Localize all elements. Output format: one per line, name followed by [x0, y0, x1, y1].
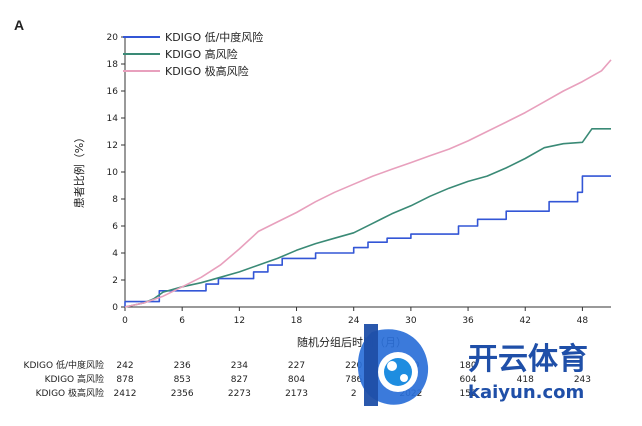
- risk-cell: 878: [116, 375, 133, 385]
- series-group: [124, 59, 612, 308]
- risk-cell: 236: [174, 361, 191, 371]
- watermark-cn: 开云体育: [468, 342, 588, 377]
- legend: KDIGO 低/中度风险 KDIGO 高风险 KDIGO 极高风险: [123, 30, 263, 78]
- series-line-1: [124, 175, 611, 307]
- risk-cell: 827: [231, 375, 248, 385]
- y-tick-label: 4: [112, 249, 118, 259]
- series-line-3: [124, 59, 612, 308]
- risk-cell: 2412: [114, 389, 137, 399]
- risk-cell: 786: [345, 375, 362, 385]
- watermark: 开云体育 kaiyun.com: [357, 324, 588, 406]
- x-tick-label: 0: [122, 316, 128, 326]
- risk-cell: 243: [574, 375, 591, 385]
- y-tick-label: 0: [112, 303, 118, 313]
- y-tick-label: 8: [112, 195, 118, 205]
- risk-row-label: KDIGO 极高风险: [36, 387, 104, 399]
- panel-label: A: [14, 17, 24, 33]
- risk-cell: 418: [517, 375, 534, 385]
- risk-cell: 180: [459, 361, 476, 371]
- y-tick-label: 12: [107, 141, 118, 151]
- risk-cell: 804: [288, 375, 305, 385]
- y-tick-label: 16: [107, 87, 119, 97]
- y-tick-label: 2: [112, 276, 118, 286]
- legend-label-1: KDIGO 低/中度风险: [165, 30, 263, 44]
- x-tick-label: 48: [577, 316, 589, 326]
- y-tick-label: 20: [107, 33, 119, 43]
- risk-cell: 2: [351, 389, 357, 399]
- y-tick-label: 14: [107, 114, 119, 124]
- risk-cell: 227: [288, 361, 305, 371]
- legend-label-2: KDIGO 高风险: [165, 47, 238, 61]
- x-tick-label: 36: [462, 316, 474, 326]
- y-tick-label: 10: [107, 168, 119, 178]
- risk-cell: 604: [459, 375, 476, 385]
- risk-cell: 2273: [228, 389, 251, 399]
- watermark-logo-icon: [357, 324, 429, 406]
- risk-cell: 152: [459, 389, 476, 399]
- risk-cell: 2173: [285, 389, 308, 399]
- x-tick-label: 18: [291, 316, 303, 326]
- series-line-2: [124, 128, 611, 308]
- risk-cell: 853: [174, 375, 191, 385]
- risk-cell: 220: [345, 361, 362, 371]
- risk-row-label: KDIGO 低/中度风险: [24, 359, 104, 371]
- y-tick-label: 6: [112, 222, 118, 232]
- risk-cell: 2356: [171, 389, 194, 399]
- risk-row-label: KDIGO 高风险: [45, 373, 104, 385]
- x-tick-label: 12: [234, 316, 245, 326]
- legend-label-3: KDIGO 极高风险: [165, 64, 249, 78]
- watermark-en: kaiyun.com: [468, 382, 584, 403]
- x-tick-label: 42: [520, 316, 531, 326]
- y-axis-label: 患者比例（%）: [72, 132, 86, 208]
- risk-cell: 242: [116, 361, 133, 371]
- risk-cell: 234: [231, 361, 248, 371]
- x-tick-label: 30: [405, 316, 417, 326]
- x-tick-label: 6: [179, 316, 185, 326]
- y-tick-label: 18: [107, 60, 119, 70]
- x-tick-label: 24: [348, 316, 360, 326]
